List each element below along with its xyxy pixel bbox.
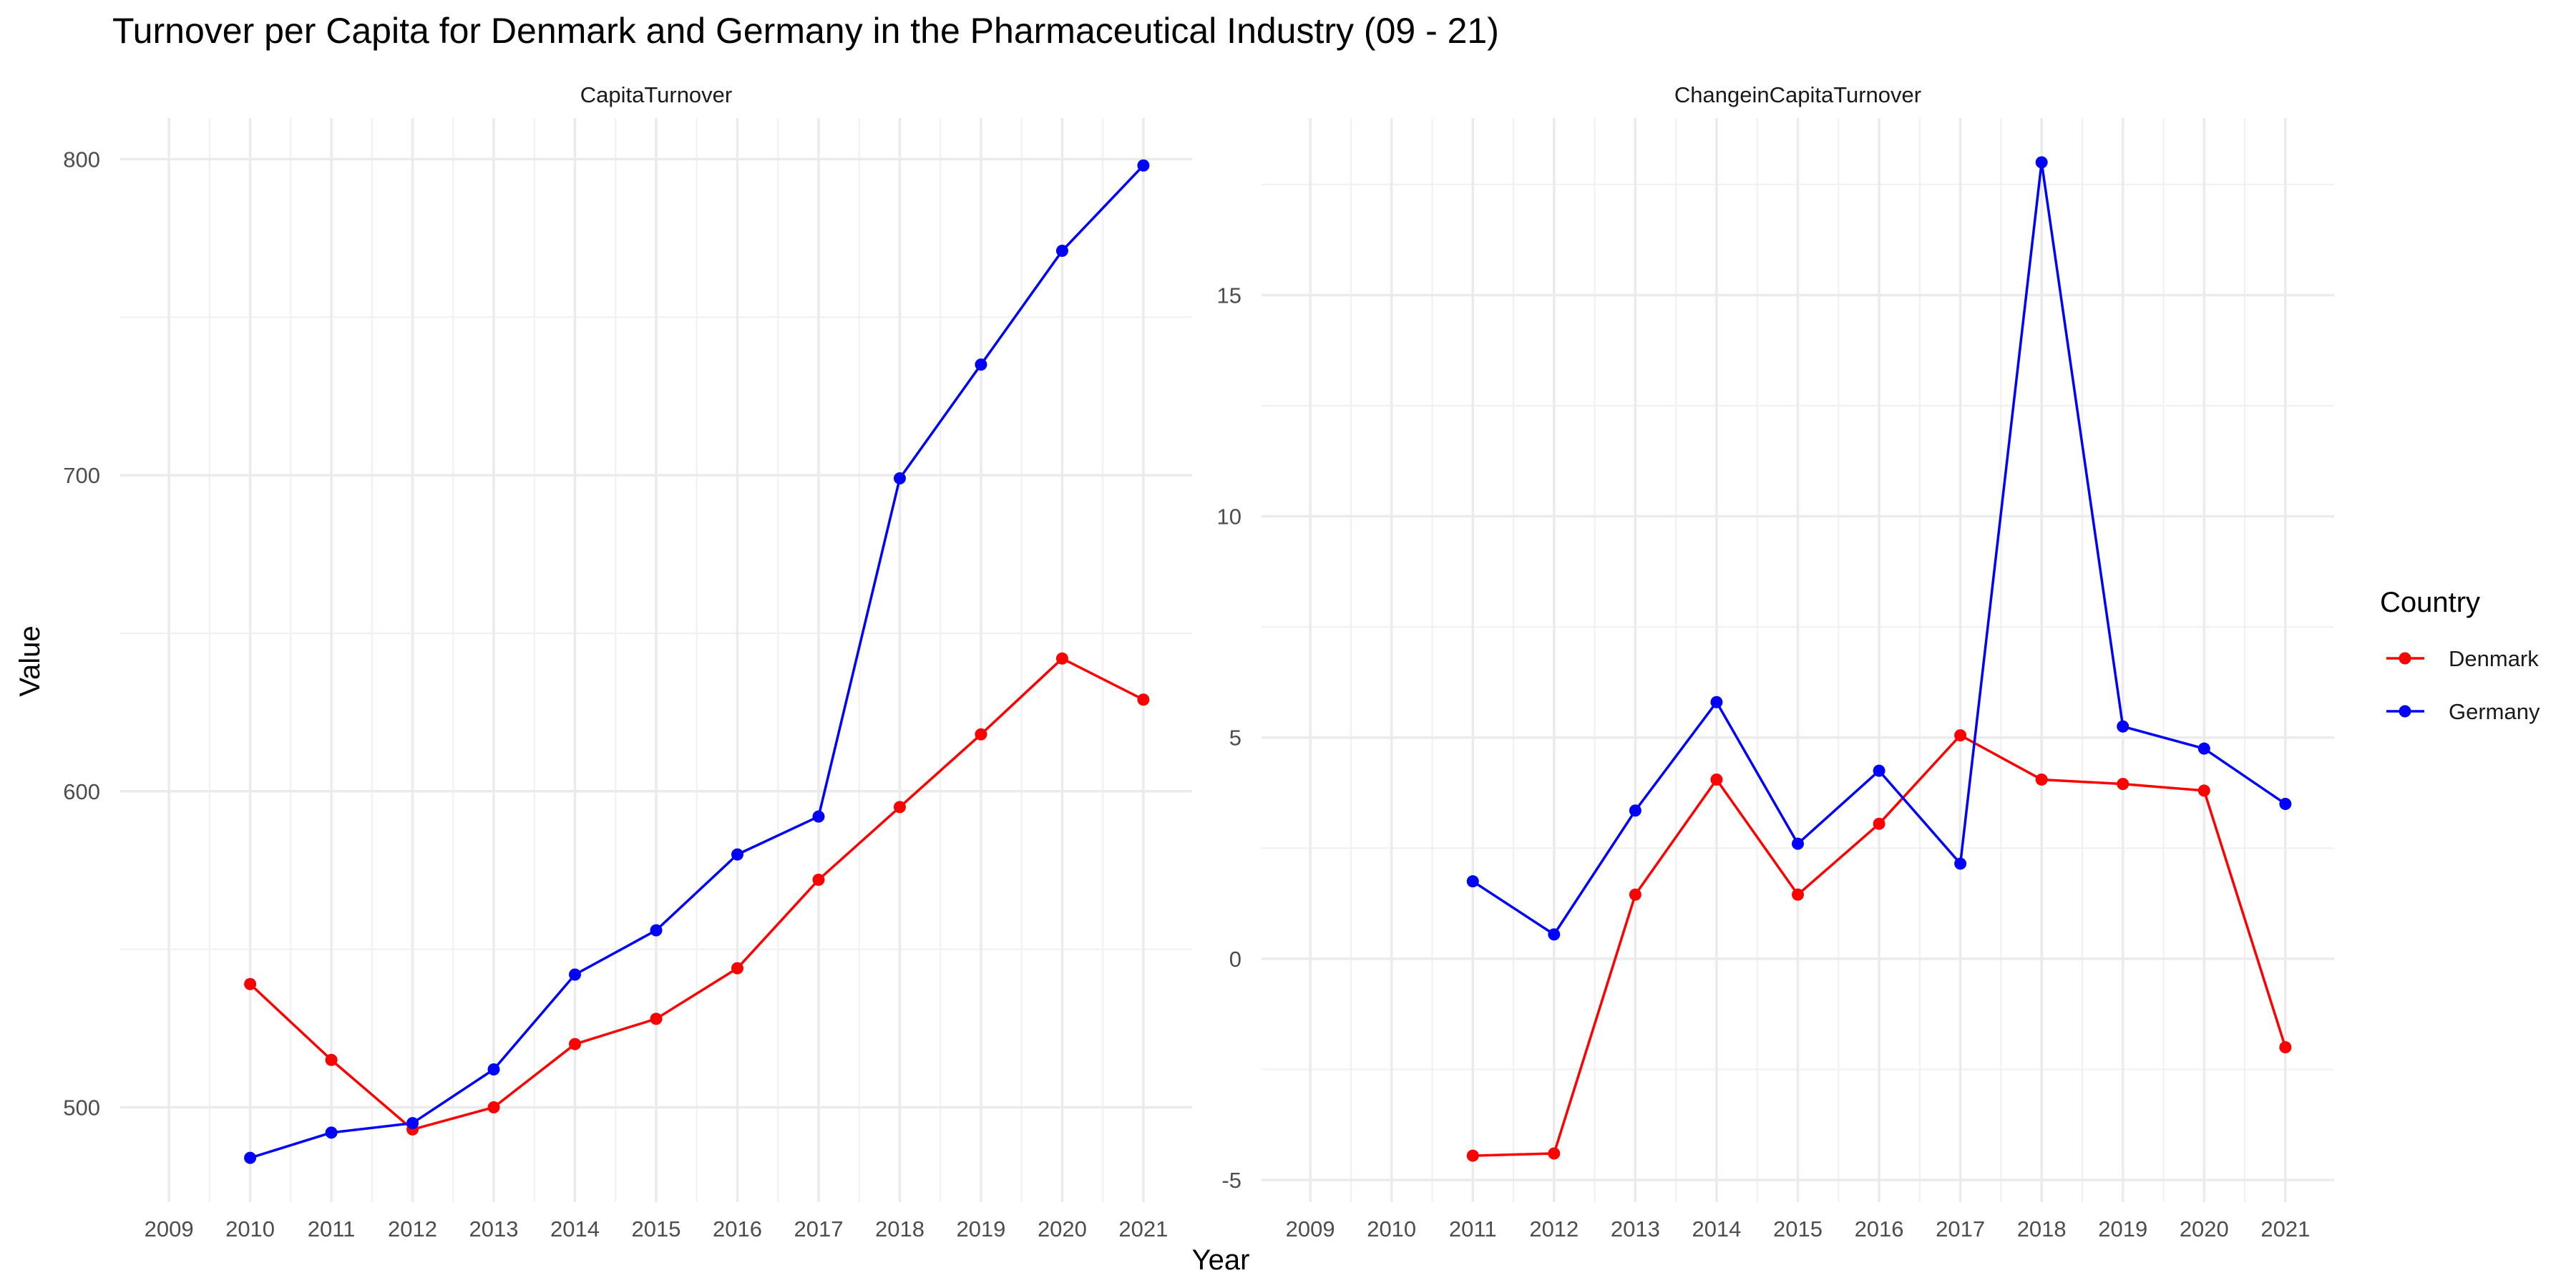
x-tick-label: 2016	[713, 1216, 762, 1241]
data-point-germany	[2197, 742, 2210, 755]
data-point-denmark	[812, 873, 825, 886]
y-tick-label: 600	[63, 779, 100, 804]
x-tick-label: 2017	[1936, 1216, 1985, 1241]
panel-title: ChangeinCapitaTurnover	[1674, 82, 1921, 107]
x-tick-label: 2021	[1118, 1216, 1168, 1241]
data-point-denmark	[1629, 888, 1641, 901]
legend-label-denmark: Denmark	[2449, 646, 2539, 671]
y-tick-label: 5	[1229, 726, 1241, 751]
data-point-germany	[812, 810, 825, 823]
data-point-denmark	[2279, 1041, 2292, 1054]
data-point-denmark	[1792, 888, 1804, 901]
data-point-germany	[650, 924, 663, 937]
x-tick-label: 2010	[225, 1216, 275, 1241]
data-point-denmark	[650, 1013, 663, 1025]
x-axis-title: Year	[1192, 1244, 1250, 1276]
data-point-germany	[1548, 928, 1561, 941]
x-tick-label: 2017	[794, 1216, 843, 1241]
data-point-denmark	[1466, 1149, 1479, 1162]
legend-label-germany: Germany	[2449, 699, 2540, 724]
data-point-denmark	[1055, 652, 1068, 665]
legend: Country Denmark Germany	[2380, 587, 2540, 724]
data-point-germany	[893, 472, 906, 485]
y-tick-label: 500	[63, 1095, 100, 1120]
data-point-germany	[1055, 245, 1068, 258]
y-tick-label: -5	[1221, 1168, 1241, 1193]
data-point-germany	[1873, 764, 1885, 777]
data-point-denmark	[569, 1038, 582, 1050]
data-point-denmark	[893, 801, 906, 814]
x-tick-label: 2020	[2180, 1216, 2229, 1241]
chart-title: Turnover per Capita for Denmark and Germ…	[112, 11, 1499, 51]
data-point-germany	[2035, 156, 2048, 169]
x-tick-label: 2013	[469, 1216, 519, 1241]
x-tick-label: 2014	[1692, 1216, 1741, 1241]
data-point-germany	[1954, 857, 1967, 870]
data-point-denmark	[975, 728, 987, 741]
x-tick-label: 2019	[956, 1216, 1005, 1241]
data-point-germany	[1629, 804, 1641, 817]
data-point-denmark	[1954, 729, 1967, 742]
x-tick-label: 2009	[1286, 1216, 1335, 1241]
data-point-denmark	[1137, 693, 1150, 706]
data-point-germany	[244, 1151, 257, 1164]
y-tick-label: 15	[1217, 283, 1241, 308]
panel-title: CapitaTurnover	[580, 82, 733, 107]
x-tick-label: 2015	[1773, 1216, 1823, 1241]
x-tick-label: 2018	[875, 1216, 924, 1241]
legend-title: Country	[2380, 587, 2480, 618]
x-tick-label: 2009	[145, 1216, 194, 1241]
x-tick-label: 2021	[2260, 1216, 2310, 1241]
x-tick-label: 2019	[2098, 1216, 2147, 1241]
data-point-denmark	[1710, 773, 1723, 786]
x-tick-label: 2011	[308, 1216, 356, 1241]
data-point-denmark	[325, 1053, 338, 1066]
y-axis-title: Value	[14, 625, 46, 696]
x-tick-label: 2012	[388, 1216, 437, 1241]
data-point-germany	[487, 1063, 500, 1075]
series-line-denmark	[249, 657, 1144, 1131]
x-tick-label: 2015	[632, 1216, 681, 1241]
x-tick-label: 2012	[1529, 1216, 1579, 1241]
y-tick-label: 700	[63, 463, 100, 488]
x-tick-label: 2011	[1449, 1216, 1497, 1241]
y-tick-label: 0	[1229, 947, 1241, 972]
data-point-germany	[569, 968, 582, 981]
legend-key-point	[2399, 705, 2411, 718]
data-point-denmark	[2197, 784, 2210, 797]
data-point-germany	[1466, 875, 1479, 888]
y-tick-label: 10	[1217, 504, 1241, 530]
y-tick-label: 800	[63, 147, 100, 172]
data-point-denmark	[487, 1101, 500, 1113]
data-point-germany	[1792, 837, 1804, 850]
x-tick-label: 2010	[1367, 1216, 1416, 1241]
x-tick-label: 2014	[550, 1216, 600, 1241]
x-tick-label: 2013	[1611, 1216, 1660, 1241]
data-point-germany	[406, 1117, 419, 1130]
data-point-germany	[1710, 696, 1723, 708]
legend-key-point	[2399, 652, 2411, 665]
data-point-denmark	[731, 962, 743, 975]
x-tick-label: 2016	[1855, 1216, 1904, 1241]
data-point-germany	[325, 1126, 338, 1139]
data-point-germany	[2279, 797, 2292, 810]
data-point-denmark	[2035, 773, 2048, 786]
data-point-germany	[1137, 159, 1150, 172]
panel-change-in-capita-turnover: ChangeinCapitaTurnover 2009 2010 2011 2012 20…	[1217, 82, 2334, 1241]
x-tick-label: 2018	[2017, 1216, 2067, 1241]
data-point-germany	[975, 358, 987, 371]
data-point-germany	[731, 848, 743, 861]
data-point-denmark	[2117, 778, 2129, 791]
data-point-germany	[2117, 720, 2129, 733]
data-point-denmark	[1548, 1147, 1561, 1160]
data-point-denmark	[244, 977, 257, 990]
series-line-germany	[250, 165, 1145, 1159]
data-point-denmark	[1873, 817, 1885, 830]
x-tick-label: 2020	[1038, 1216, 1087, 1241]
panel-capita-turnover: CapitaTurnover 2009 2010 2011 2012 2013 2014 20…	[63, 82, 1192, 1241]
